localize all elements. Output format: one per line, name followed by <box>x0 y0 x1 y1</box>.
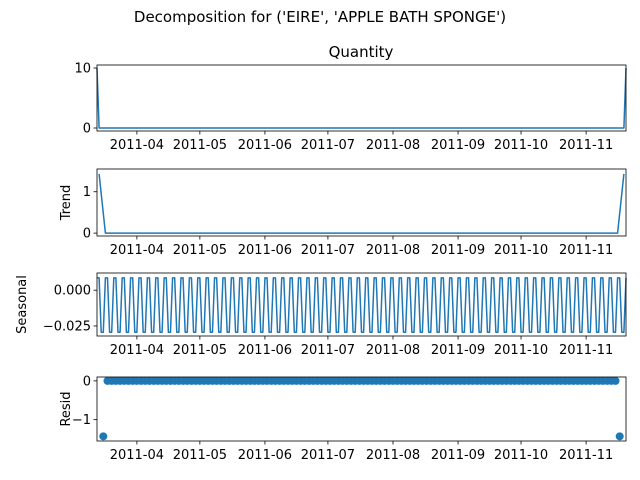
resid-outlier-point <box>99 432 108 441</box>
trend-ytick-label: 1 <box>83 185 91 200</box>
observed-panel-title: Quantity <box>329 43 394 61</box>
observed-xtick-label: 2011-06 <box>238 138 292 153</box>
seasonal-xtick-label: 2011-05 <box>173 343 227 358</box>
trend-ytick-label: 0 <box>83 227 91 242</box>
trend-xtick-label: 2011-09 <box>431 243 485 258</box>
seasonal-xtick-label: 2011-10 <box>494 343 548 358</box>
seasonal-ylabel: Seasonal <box>15 275 30 334</box>
trend-series-line <box>98 173 625 234</box>
observed-xtick-label: 2011-07 <box>301 138 355 153</box>
resid-xtick-label: 2011-07 <box>301 448 355 463</box>
observed-xtick-label: 2011-10 <box>494 138 548 153</box>
figure-suptitle: Decomposition for ('EIRE', 'APPLE BATH S… <box>134 8 506 26</box>
observed-xtick-label: 2011-11 <box>559 138 613 153</box>
observed-xtick-label: 2011-04 <box>110 138 164 153</box>
observed-xtick-label: 2011-08 <box>366 138 420 153</box>
seasonal-axes-frame <box>96 272 627 337</box>
seasonal-series-line <box>97 277 627 334</box>
resid-xtick-label: 2011-10 <box>494 448 548 463</box>
observed-ytick-label: 0 <box>83 122 91 137</box>
observed-xtick-label: 2011-05 <box>173 138 227 153</box>
seasonal-xtick-label: 2011-11 <box>559 343 613 358</box>
panel-seasonal: 0.000 −0.025 2011-04 2011-05 2011-06 2011-07 2… <box>15 272 627 358</box>
trend-axes-frame <box>96 168 627 237</box>
seasonal-xtick-label: 2011-06 <box>238 343 292 358</box>
seasonal-xtick-label: 2011-08 <box>366 343 420 358</box>
resid-xtick-label: 2011-04 <box>110 448 164 463</box>
trend-xtick-label: 2011-10 <box>494 243 548 258</box>
seasonal-xtick-label: 2011-09 <box>431 343 485 358</box>
resid-ytick-label: −1 <box>72 413 91 428</box>
panel-resid: 0 −1 2011-04 2011-05 2011-06 2011-07 2011-08 20… <box>59 374 627 463</box>
observed-ytick-label: 10 <box>74 62 91 77</box>
observed-xtick-label: 2011-09 <box>431 138 485 153</box>
resid-point <box>611 376 620 385</box>
resid-xtick-label: 2011-11 <box>559 448 613 463</box>
trend-ylabel: Trend <box>59 185 74 222</box>
resid-axes-frame <box>96 376 627 442</box>
trend-xtick-label: 2011-07 <box>301 243 355 258</box>
observed-axes-frame <box>96 64 627 132</box>
panel-observed: 0 10 2011-04 2011-05 2011-06 2011-07 2011-08 20… <box>74 43 627 153</box>
resid-ylabel: Resid <box>59 391 74 426</box>
panel-trend: 0 1 2011-04 2011-05 2011-06 2011-07 2011-08 201… <box>59 168 627 258</box>
seasonal-ytick-label: 0.000 <box>54 284 91 299</box>
resid-xtick-label: 2011-05 <box>173 448 227 463</box>
seasonal-ytick-label: −0.025 <box>43 319 91 334</box>
resid-xtick-label: 2011-08 <box>366 448 420 463</box>
trend-xtick-label: 2011-06 <box>238 243 292 258</box>
resid-outlier-point <box>615 432 624 441</box>
resid-xtick-label: 2011-06 <box>238 448 292 463</box>
observed-series-line <box>96 67 627 129</box>
trend-xtick-label: 2011-05 <box>173 243 227 258</box>
resid-xtick-label: 2011-09 <box>431 448 485 463</box>
seasonal-xtick-label: 2011-04 <box>110 343 164 358</box>
trend-xtick-label: 2011-11 <box>559 243 613 258</box>
resid-ytick-label: 0 <box>83 374 91 389</box>
trend-xtick-label: 2011-08 <box>366 243 420 258</box>
seasonal-xtick-label: 2011-07 <box>301 343 355 358</box>
trend-xtick-label: 2011-04 <box>110 243 164 258</box>
